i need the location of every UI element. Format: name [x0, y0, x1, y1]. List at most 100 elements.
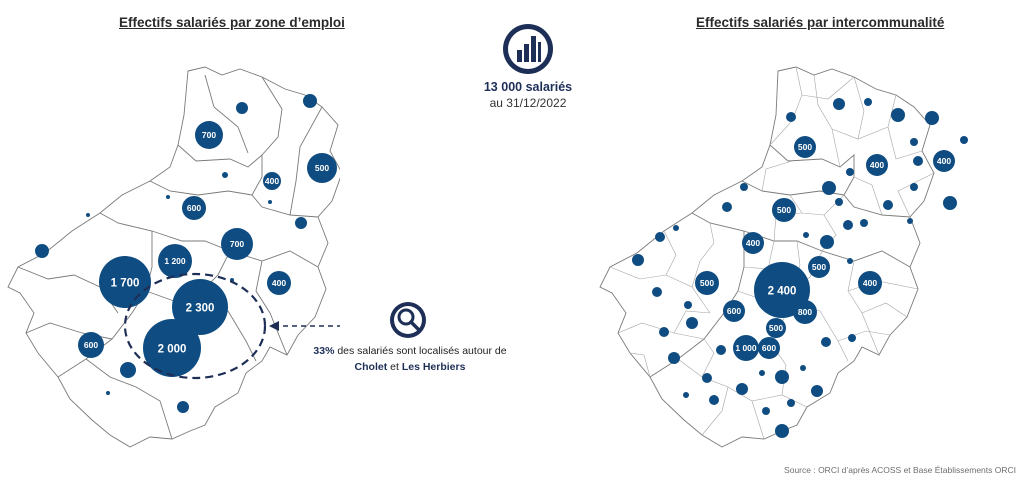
employee-bubble — [740, 183, 748, 191]
intercommunality-border — [629, 352, 651, 378]
department-border — [177, 144, 319, 218]
intercommunality-border — [751, 394, 808, 408]
employee-bubble — [35, 244, 49, 258]
employee-bubble — [933, 150, 955, 172]
zone-border — [255, 260, 288, 356]
employee-bubble — [820, 235, 834, 249]
intercommunality-border — [801, 76, 855, 100]
intercommunality-border — [761, 160, 793, 192]
employee-bubble — [723, 300, 745, 322]
department-border — [149, 180, 253, 196]
employee-bubble — [775, 424, 789, 438]
employee-bubble — [866, 154, 888, 176]
employee-bubble — [172, 279, 228, 335]
intercommunality-border — [853, 76, 865, 140]
employee-bubble — [120, 362, 136, 378]
intercommunality-border — [861, 302, 908, 318]
employee-bubble — [166, 195, 170, 199]
employee-bubble — [822, 181, 836, 195]
employee-bubble — [263, 172, 281, 190]
zone-border — [289, 106, 323, 216]
employee-bubble — [668, 352, 680, 364]
employee-bubble — [860, 219, 868, 227]
summary-panel: 13 000 salariés au 31/12/2022 — [468, 22, 588, 110]
employee-bubble — [907, 218, 913, 224]
intercommunality-border — [701, 386, 729, 436]
employee-bubble — [702, 373, 712, 383]
zone-border — [261, 76, 283, 156]
employee-bubble — [794, 136, 816, 158]
employee-bubble — [864, 98, 872, 106]
employee-bubble — [848, 334, 856, 342]
intercommunality-map: 500 400 400 500 400 500 2 400 400 500 600 800 500 1 … — [599, 66, 968, 448]
bubble-label: 1 000 — [735, 343, 757, 353]
employee-bubble — [158, 244, 192, 278]
bubble-label: 600 — [187, 203, 201, 213]
employee-bubble — [762, 407, 770, 415]
employee-bubble — [786, 112, 796, 122]
employee-bubble — [632, 254, 644, 266]
intercommunality-border — [663, 230, 677, 276]
employee-bubble — [891, 108, 905, 122]
bubble-label: 500 — [777, 205, 791, 215]
employee-bubble — [803, 232, 809, 238]
intercommunality-border — [853, 176, 883, 216]
employee-bubble — [652, 287, 662, 297]
bubble-label: 400 — [746, 238, 760, 248]
employee-bubble — [772, 198, 796, 222]
employee-bubble — [811, 385, 823, 397]
employee-bubble — [800, 365, 806, 371]
bubble-label: 500 — [769, 323, 783, 333]
employee-bubble — [303, 94, 317, 108]
employee-bubble — [821, 337, 831, 347]
bubble-label: 1 700 — [111, 278, 140, 290]
bubble-label: 2 000 — [158, 344, 187, 356]
employee-bubble — [177, 401, 189, 413]
employee-bubble — [86, 213, 90, 217]
employee-bubble — [222, 172, 228, 178]
employee-bubble — [960, 136, 968, 144]
employee-bubble — [683, 392, 689, 398]
callout-text-2: et — [387, 361, 402, 373]
bubble-label: 600 — [727, 306, 741, 316]
intercommunality-border — [837, 330, 891, 342]
employee-bubble — [846, 168, 854, 176]
bubble-label: 400 — [265, 176, 279, 186]
employee-bubble — [221, 228, 253, 260]
left-map-title: Effectifs salariés par zone d’emploi — [119, 15, 345, 30]
employee-bubble — [695, 271, 719, 295]
intercommunality-border — [673, 310, 711, 334]
intercommunality-border — [701, 338, 715, 378]
employee-bubble — [847, 258, 853, 264]
employee-bubble — [655, 232, 665, 242]
employee-bubble — [673, 225, 679, 231]
employee-bubble — [78, 332, 104, 358]
bubble-label: 600 — [84, 340, 98, 350]
employee-bubble — [910, 183, 918, 191]
zone-border — [85, 358, 173, 440]
bubble-label: 400 — [272, 278, 286, 288]
employee-bubble — [766, 318, 786, 338]
employee-bubble — [910, 138, 918, 146]
bar-chart-circle-icon — [503, 24, 553, 74]
employee-bubble — [143, 319, 201, 377]
employee-bubble — [943, 196, 957, 210]
employee-bubble — [759, 370, 765, 376]
bubble-label: 400 — [937, 156, 951, 166]
region-outline — [7, 66, 340, 448]
bubble-label: 800 — [798, 307, 812, 317]
employee-bubble — [307, 153, 337, 183]
employee-bubble — [883, 200, 893, 210]
employee-bubble — [775, 370, 789, 384]
bubble-label: 500 — [700, 278, 714, 288]
callout-arrow-head — [269, 321, 279, 331]
intercommunality-border — [897, 172, 935, 218]
right-map-title: Effectifs salariés par intercommunalité — [696, 15, 945, 30]
callout-place-2: Les Herbiers — [401, 361, 466, 373]
employee-bubble — [295, 217, 307, 229]
employee-bubble — [833, 98, 845, 110]
employee-bubble — [236, 102, 248, 114]
employee-bubble — [758, 337, 780, 359]
